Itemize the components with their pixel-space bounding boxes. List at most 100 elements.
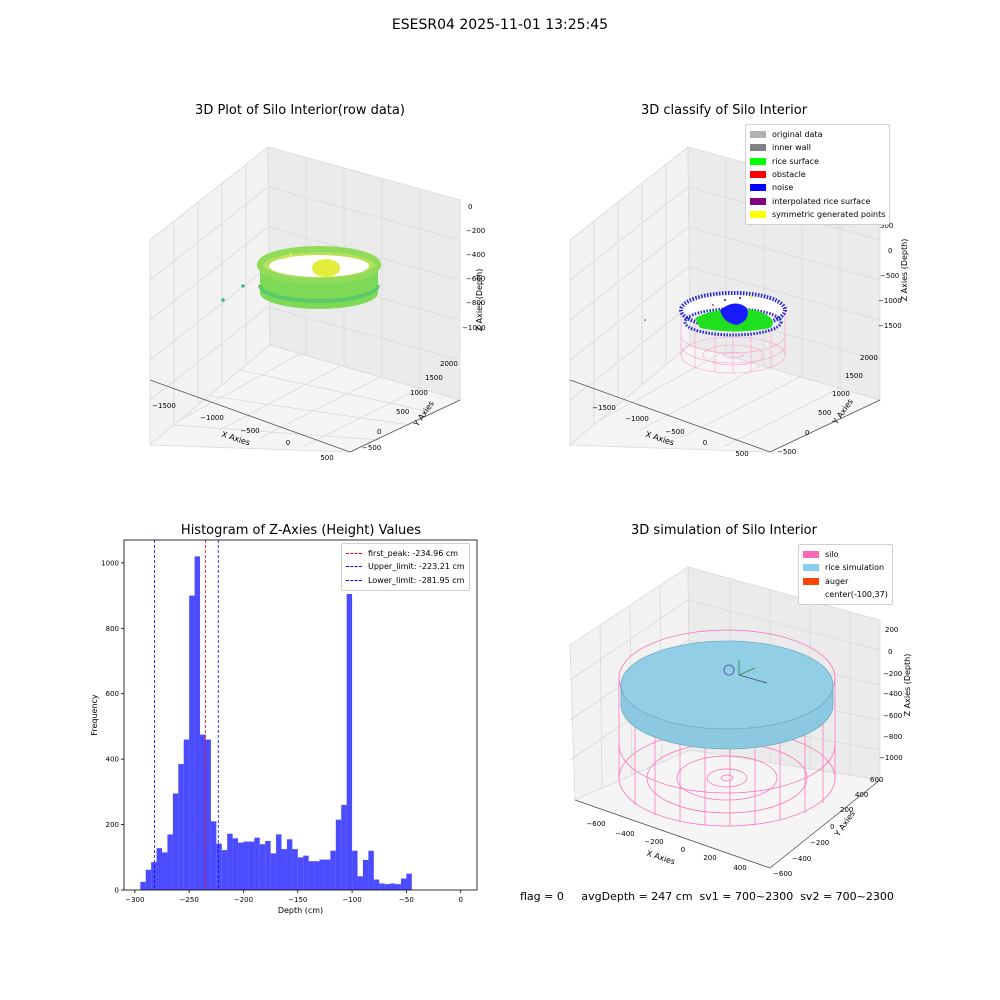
- histogram-bar: [286, 839, 293, 890]
- histogram-bar: [140, 881, 146, 890]
- histogram-title: Histogram of Z-Axies (Height) Values: [180, 523, 422, 538]
- histogram-bar: [362, 859, 369, 890]
- panel4-legend: silo rice simulation auger center(-100,3…: [798, 544, 893, 606]
- histogram-xlabel: Depth (cm): [278, 906, 323, 915]
- legend-label: auger: [825, 576, 849, 586]
- panel1-point-cloud: [221, 246, 381, 309]
- panel2-ytick: 1500: [845, 372, 863, 380]
- histogram-bar: [167, 834, 173, 890]
- legend-swatch: [750, 184, 766, 192]
- footer-stats: avgDepth = 247 cm sv1 = 700~2300 sv2 = 7…: [581, 890, 894, 903]
- panel2-silo-wireframe: [680, 310, 786, 374]
- histogram-bar: [238, 842, 244, 890]
- histogram-xtick-label: −300: [125, 896, 144, 904]
- histogram-bar: [205, 739, 211, 890]
- legend-item: rice simulation: [803, 561, 888, 574]
- legend-swatch: [803, 564, 819, 572]
- footer-status: flag = 0 avgDepth = 247 cm sv1 = 700~230…: [520, 890, 894, 903]
- panel4-zlabel: Z Axies (Depth): [903, 654, 912, 717]
- histogram-bar: [183, 739, 190, 890]
- panel4-xtick: 200: [703, 854, 716, 862]
- panel4-ytick: −200: [810, 839, 829, 847]
- histogram-bar: [346, 593, 353, 890]
- histogram-bar: [357, 876, 363, 890]
- panel4-ztick: −200: [883, 670, 902, 678]
- panel2-ztick: −1500: [878, 322, 902, 330]
- legend-swatch: [803, 591, 819, 598]
- panel1-ztick: −800: [466, 299, 485, 307]
- panel1-ytick: 1500: [425, 374, 443, 382]
- histogram-bar: [406, 873, 412, 890]
- histogram-bar: [248, 841, 255, 890]
- histogram-bar: [216, 843, 222, 890]
- histogram-xtick-label: −250: [180, 896, 199, 904]
- histogram-chart: −300 −250 −200 −150 −100 −50 0 0 200 400 600 800 10…: [90, 539, 478, 915]
- panel2-legend: original data inner wall rice surface ob…: [745, 124, 891, 226]
- legend-item: symmetric generated points: [750, 208, 885, 221]
- histogram-ytick-label: 1000: [101, 559, 119, 567]
- panel4-ztick: −400: [883, 690, 902, 698]
- legend-swatch: [750, 131, 766, 139]
- legend-swatch: [803, 577, 819, 585]
- legend-item: Lower_limit: -281.95 cm: [346, 574, 465, 587]
- panel4-ytick: 200: [840, 806, 853, 814]
- panel1-ytick: 500: [396, 408, 409, 416]
- histogram-bar: [276, 834, 282, 890]
- histogram-ytick-label: 400: [106, 756, 119, 764]
- histogram-xtick-label: −150: [288, 896, 307, 904]
- panel1-ytick: 1000: [410, 389, 428, 397]
- panel2-ytick: −500: [777, 448, 796, 456]
- panel4-xtick: −600: [586, 820, 605, 828]
- histogram-ytick-label: 600: [106, 690, 119, 698]
- legend-item: auger: [803, 575, 888, 588]
- panel2-ztick: 0: [888, 247, 892, 255]
- panel4-ytick: −400: [792, 855, 811, 863]
- histogram-ytick-label: 200: [106, 821, 119, 829]
- panel1-ytick: 0: [377, 428, 381, 436]
- histogram-bar: [156, 848, 163, 890]
- histogram-ylabel: Frequency: [90, 694, 99, 736]
- legend-swatch: [750, 144, 766, 152]
- panel2-zlabel: Z Axies (Depth): [900, 239, 909, 302]
- histogram-bar: [172, 793, 179, 890]
- footer-flag: flag = 0: [520, 890, 564, 903]
- histogram-bar: [232, 838, 239, 890]
- panel4-ztick: −800: [883, 733, 902, 741]
- legend-item: Upper_limit: -223.21 cm: [346, 560, 465, 573]
- histogram-bar: [259, 844, 266, 890]
- histogram-bar: [297, 857, 304, 890]
- legend-swatch: [750, 210, 766, 218]
- panel2-ytick: 2000: [860, 354, 878, 362]
- figure-suptitle: ESESR04 2025-11-01 13:25:45: [391, 17, 609, 33]
- panel4-ztick: 0: [888, 648, 892, 656]
- panel2-xtick: −1000: [625, 415, 649, 423]
- histogram-bar: [145, 869, 152, 890]
- legend-item: obstacle: [750, 168, 885, 181]
- legend-label: silo: [825, 550, 839, 560]
- legend-label: symmetric generated points: [772, 209, 886, 219]
- histogram-ytick-label: 0: [115, 887, 119, 895]
- panel4-xtick: 400: [733, 864, 746, 872]
- panel4-ytick: −600: [773, 870, 792, 878]
- panel2-ytick: 1000: [832, 390, 850, 398]
- panel1-ztick: −1000: [462, 324, 486, 332]
- panel4-xtick: 0: [681, 846, 685, 854]
- histogram-bar: [303, 855, 309, 890]
- legend-item: silo: [803, 548, 888, 561]
- panel1-xtick: −1500: [152, 402, 176, 410]
- panel1-ztick: −600: [466, 275, 485, 283]
- histogram-bar: [335, 819, 342, 890]
- legend-swatch: [750, 157, 766, 165]
- panel2-xtick: −1500: [592, 404, 616, 412]
- legend-swatch: [803, 551, 819, 559]
- legend-line: [346, 566, 362, 568]
- histogram-bar: [352, 850, 358, 890]
- histogram-bar: [227, 833, 233, 890]
- panel1-title: 3D Plot of Silo Interior(row data): [195, 103, 405, 118]
- panel1-ztick: 0: [468, 203, 472, 211]
- panel1-xtick: 0: [286, 439, 290, 447]
- histogram-bar: [243, 841, 249, 890]
- histogram-bar: [200, 734, 206, 890]
- histogram-bar: [395, 884, 401, 890]
- histogram-bar: [330, 850, 336, 890]
